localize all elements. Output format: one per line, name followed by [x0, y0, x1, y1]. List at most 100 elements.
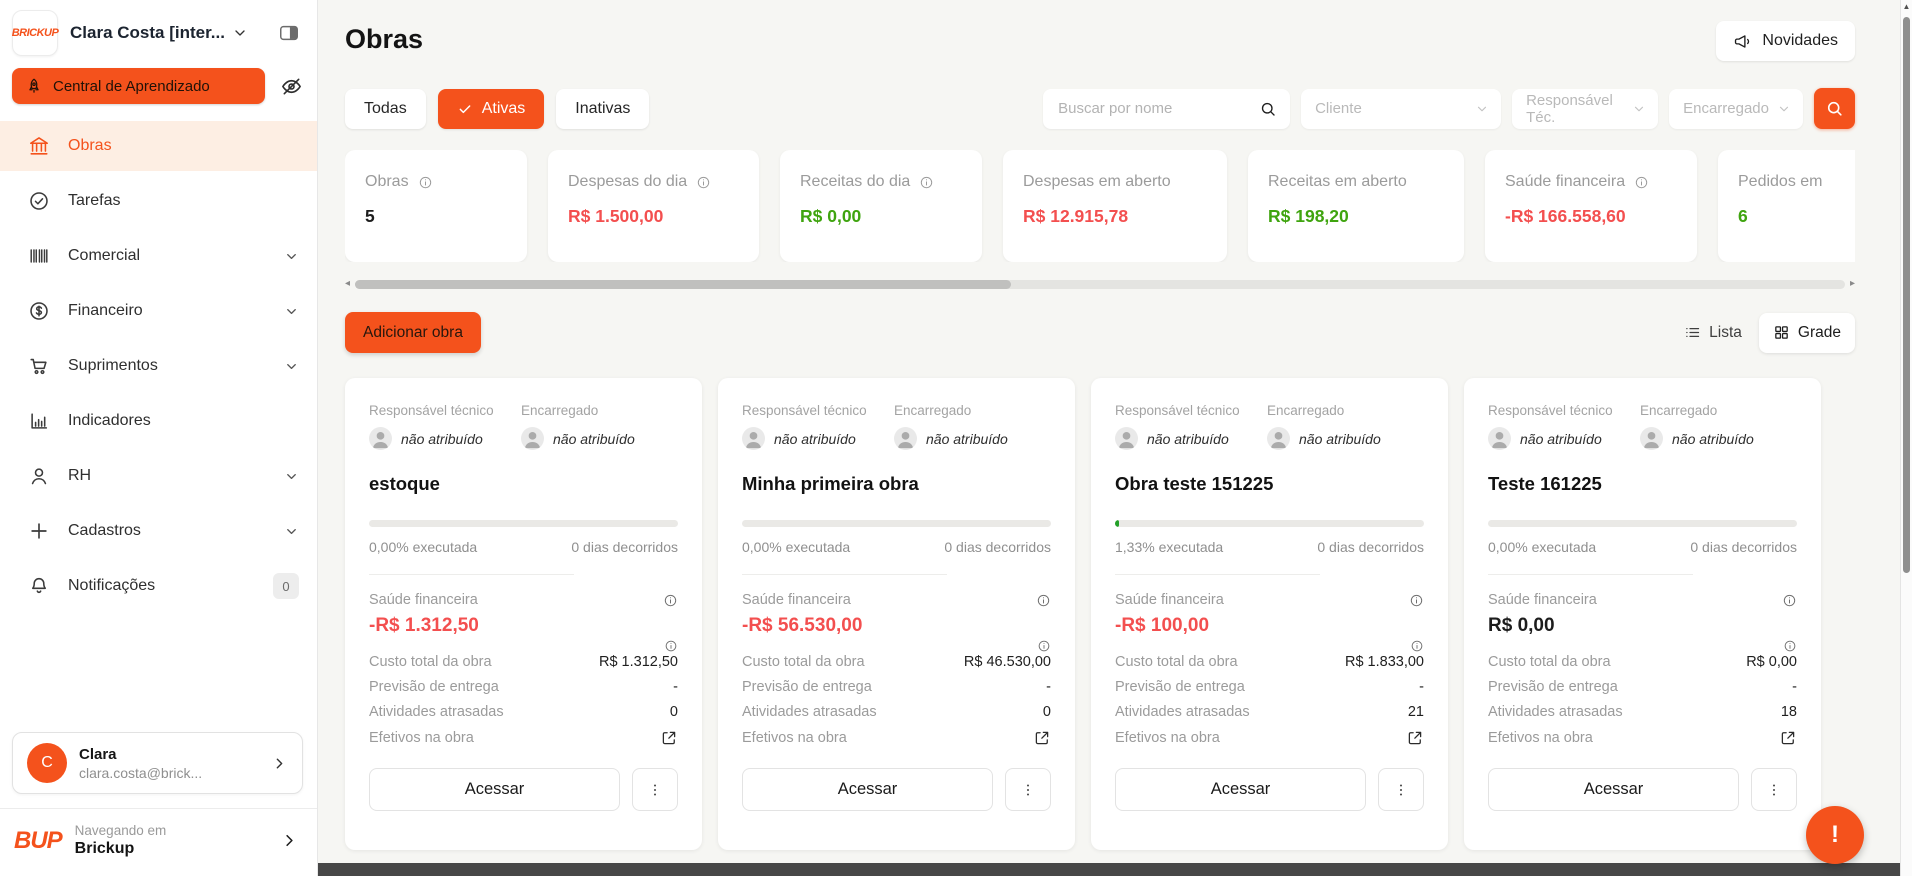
plus-icon: [27, 520, 51, 542]
external-link-icon[interactable]: [1033, 729, 1051, 747]
obra-title: Minha primeira obra: [742, 473, 919, 494]
kebab-menu-button[interactable]: [1378, 768, 1424, 811]
stat-card: Receitas em aberto R$ 198,20: [1248, 150, 1464, 262]
avatar-placeholder: [742, 427, 765, 450]
search-filter-group: Cliente Responsável Téc. Encarregado: [1043, 88, 1855, 129]
stat-value: R$ 12.915,78: [1023, 206, 1129, 226]
responsavel-label: Responsável técnico: [742, 403, 867, 418]
previsao-value: -: [673, 679, 678, 695]
atrasadas-label: Atividades atrasadas: [742, 704, 877, 720]
cliente-dropdown[interactable]: Cliente: [1301, 88, 1502, 129]
scrollbar-track[interactable]: [355, 279, 1845, 289]
acessar-button[interactable]: Acessar: [1115, 768, 1366, 811]
filter-tab[interactable]: Todas: [345, 88, 426, 129]
atrasadas-label: Atividades atrasadas: [369, 704, 504, 720]
eye-off-icon[interactable]: [280, 75, 303, 98]
kebab-menu-button[interactable]: [1005, 768, 1051, 811]
filter-tab-label: Inativas: [575, 99, 631, 117]
info-icon[interactable]: [1783, 639, 1797, 654]
news-button[interactable]: Novidades: [1716, 21, 1855, 61]
info-icon[interactable]: [1410, 639, 1424, 654]
info-icon[interactable]: [1409, 593, 1424, 608]
sidebar-item-cadastros[interactable]: Cadastros: [0, 506, 317, 556]
learning-center-button[interactable]: Central de Aprendizado: [12, 68, 265, 104]
scrollbar-thumb[interactable]: [355, 279, 1011, 289]
stat-card: Despesas do dia R$ 1.500,00: [548, 150, 759, 262]
search-submit-button[interactable]: [1814, 88, 1855, 129]
search-input[interactable]: [1058, 100, 1260, 117]
custo-value: R$ 46.530,00: [963, 654, 1051, 670]
chevron-down-icon[interactable]: [232, 25, 248, 41]
info-icon[interactable]: [663, 593, 678, 608]
user-card[interactable]: C Clara clara.costa@brick...: [12, 732, 303, 794]
info-icon[interactable]: [418, 175, 433, 190]
sidebar-item-financeiro[interactable]: Financeiro: [0, 286, 317, 336]
acessar-button[interactable]: Acessar: [369, 768, 620, 811]
executada-text: 0,00% executada: [742, 539, 851, 555]
obra-title: estoque: [369, 473, 440, 494]
acessar-button[interactable]: Acessar: [742, 768, 993, 811]
responsavel-dropdown[interactable]: Responsável Téc.: [1512, 88, 1659, 129]
stat-value: 6: [1738, 206, 1748, 226]
kebab-menu-button[interactable]: [632, 768, 678, 811]
scroll-left-arrow[interactable]: ◂: [345, 278, 351, 289]
add-obra-button[interactable]: Adicionar obra: [345, 312, 481, 353]
filter-tab[interactable]: Inativas: [556, 88, 650, 129]
info-icon[interactable]: [919, 175, 934, 190]
stat-card: Saúde financeira -R$ 166.558,60: [1485, 150, 1697, 262]
view-list-button[interactable]: Lista: [1674, 324, 1752, 342]
workspace-name: Brickup: [74, 840, 135, 857]
dias-text: 0 dias decorridos: [1690, 539, 1797, 555]
filter-tab[interactable]: Ativas: [437, 88, 545, 129]
info-icon[interactable]: [1634, 175, 1649, 190]
page-scrollbar-thumb[interactable]: [1903, 17, 1910, 573]
responsavel-value: não atribuído: [1147, 430, 1229, 447]
efetivos-label: Efetivos na obra: [369, 730, 474, 746]
avatar: C: [27, 743, 67, 783]
page-scrollbar[interactable]: ▲: [1900, 0, 1912, 876]
help-fab[interactable]: !: [1806, 806, 1864, 864]
sidebar-item-notificacoes[interactable]: Notificações 0: [0, 561, 317, 611]
sidebar-item-label: Cadastros: [68, 522, 141, 539]
sidebar-item-indicadores[interactable]: Indicadores: [0, 396, 317, 446]
stat-card: Receitas do dia R$ 0,00: [780, 150, 982, 262]
sidebar-item-suprimentos[interactable]: Suprimentos: [0, 341, 317, 391]
chevron-down-icon: [1632, 102, 1646, 116]
responsavel-value: não atribuído: [774, 430, 856, 447]
info-icon[interactable]: [1036, 593, 1051, 608]
sidebar-item-rh[interactable]: RH: [0, 451, 317, 501]
scroll-up-arrow[interactable]: ▲: [1902, 2, 1911, 11]
sidebar-item-label: Suprimentos: [68, 357, 158, 374]
sidebar-item-comercial[interactable]: Comercial: [0, 231, 317, 281]
info-icon[interactable]: [1782, 593, 1797, 608]
stat-label: Receitas do dia: [800, 173, 911, 190]
progress-bar: [1488, 520, 1797, 527]
info-icon[interactable]: [664, 639, 678, 654]
encarregado-dropdown[interactable]: Encarregado: [1669, 88, 1803, 129]
external-link-icon[interactable]: [1406, 729, 1424, 747]
sidebar-item-obras[interactable]: Obras: [0, 121, 317, 171]
chevron-right-icon[interactable]: [280, 831, 299, 850]
atrasadas-value: 21: [1407, 704, 1424, 720]
progress-bar: [742, 520, 1051, 527]
sidebar-collapse-icon[interactable]: [277, 22, 301, 44]
stat-label: Receitas em aberto: [1268, 173, 1407, 190]
executada-text: 0,00% executada: [369, 539, 478, 555]
acessar-button[interactable]: Acessar: [1488, 768, 1739, 811]
bar-chart-icon: [27, 410, 51, 432]
external-link-icon[interactable]: [660, 729, 678, 747]
kebab-menu-button[interactable]: [1751, 768, 1797, 811]
info-icon[interactable]: [1037, 639, 1051, 654]
avatar-placeholder: [1115, 427, 1138, 450]
info-icon[interactable]: [696, 175, 711, 190]
view-grid-button[interactable]: Grade: [1758, 312, 1855, 353]
scroll-right-arrow[interactable]: ▸: [1849, 278, 1855, 289]
custo-label: Custo total da obra: [1115, 654, 1238, 670]
external-link-icon[interactable]: [1779, 729, 1797, 747]
filter-tab-label: Ativas: [481, 99, 526, 117]
sidebar-item-tarefas[interactable]: Tarefas: [0, 176, 317, 226]
avatar-placeholder: [369, 427, 392, 450]
grid-icon: [1773, 324, 1790, 341]
stat-value: 5: [365, 206, 375, 226]
previsao-value: -: [1046, 679, 1051, 695]
